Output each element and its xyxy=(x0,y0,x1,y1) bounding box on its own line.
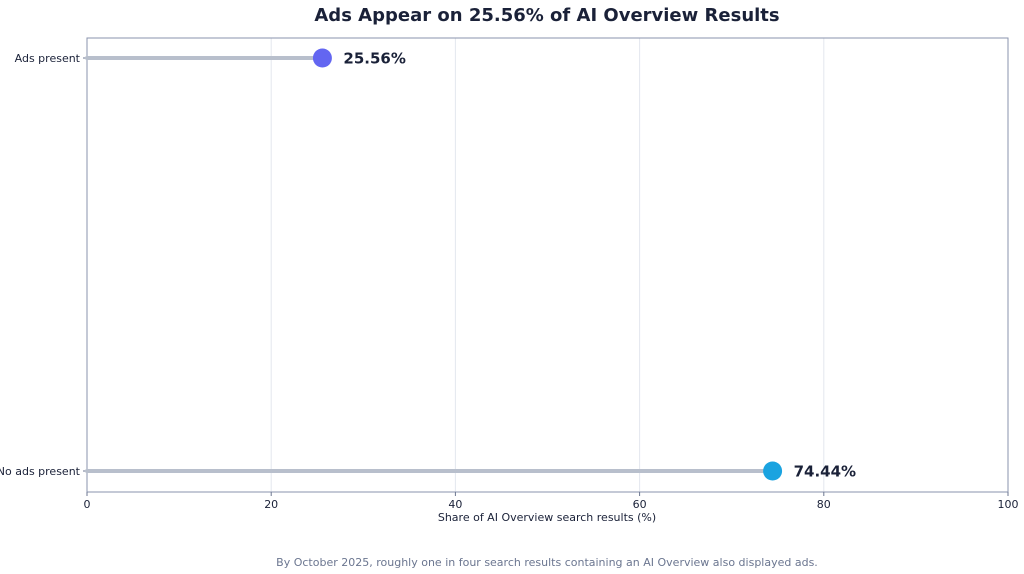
y-tick-label-0: Ads present xyxy=(15,52,81,65)
x-tick-label-100: 100 xyxy=(998,498,1019,511)
x-tick-label-40: 40 xyxy=(448,498,462,511)
plot-frame xyxy=(86,37,1009,493)
lollipop-dot-0 xyxy=(312,48,332,68)
chart-caption: By October 2025, roughly one in four sea… xyxy=(276,556,818,569)
y-axis: Ads present No ads present xyxy=(0,52,87,478)
x-axis: 0 20 40 60 80 100 xyxy=(84,492,1019,511)
x-tick-label-60: 60 xyxy=(633,498,647,511)
grid-lines xyxy=(270,38,825,492)
value-label-1: 74.44% xyxy=(794,463,856,481)
x-tick-label-0: 0 xyxy=(84,498,91,511)
lollipop-dot-1 xyxy=(763,461,783,481)
x-tick-label-20: 20 xyxy=(264,498,278,511)
chart-title: Ads Appear on 25.56% of AI Overview Resu… xyxy=(314,5,779,26)
chart-marks: 25.56% 74.44% xyxy=(85,48,856,481)
x-axis-label: Share of AI Overview search results (%) xyxy=(438,511,656,524)
y-tick-label-1: No ads present xyxy=(0,465,81,478)
x-tick-label-80: 80 xyxy=(817,498,831,511)
value-label-0: 25.56% xyxy=(343,50,405,68)
